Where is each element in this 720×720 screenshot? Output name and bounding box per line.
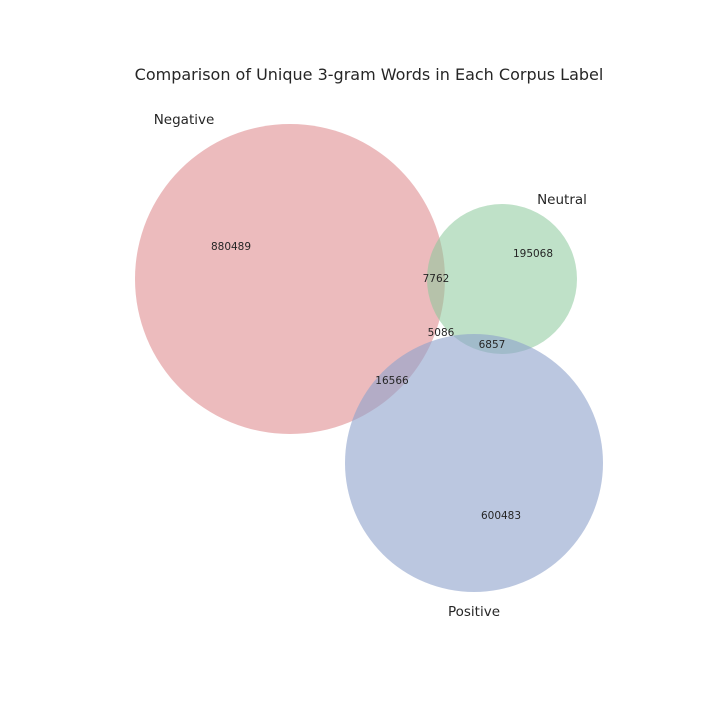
set-label-neutral: Neutral <box>537 192 587 208</box>
region-label-negative-only: 880489 <box>211 241 251 253</box>
venn-circles <box>135 124 603 592</box>
region-label-negative-positive: 16566 <box>375 375 409 387</box>
region-label-neutral-only: 195068 <box>513 248 553 260</box>
chart-title: Comparison of Unique 3-gram Words in Eac… <box>135 65 604 84</box>
region-label-positive-only: 600483 <box>481 510 521 522</box>
region-label-negative-neutral: 7762 <box>423 273 450 285</box>
region-label-all-three: 5086 <box>428 327 455 339</box>
set-label-negative: Negative <box>154 112 215 128</box>
circle-positive <box>345 334 603 592</box>
set-label-positive: Positive <box>448 604 500 620</box>
region-label-neutral-positive: 6857 <box>479 339 506 351</box>
